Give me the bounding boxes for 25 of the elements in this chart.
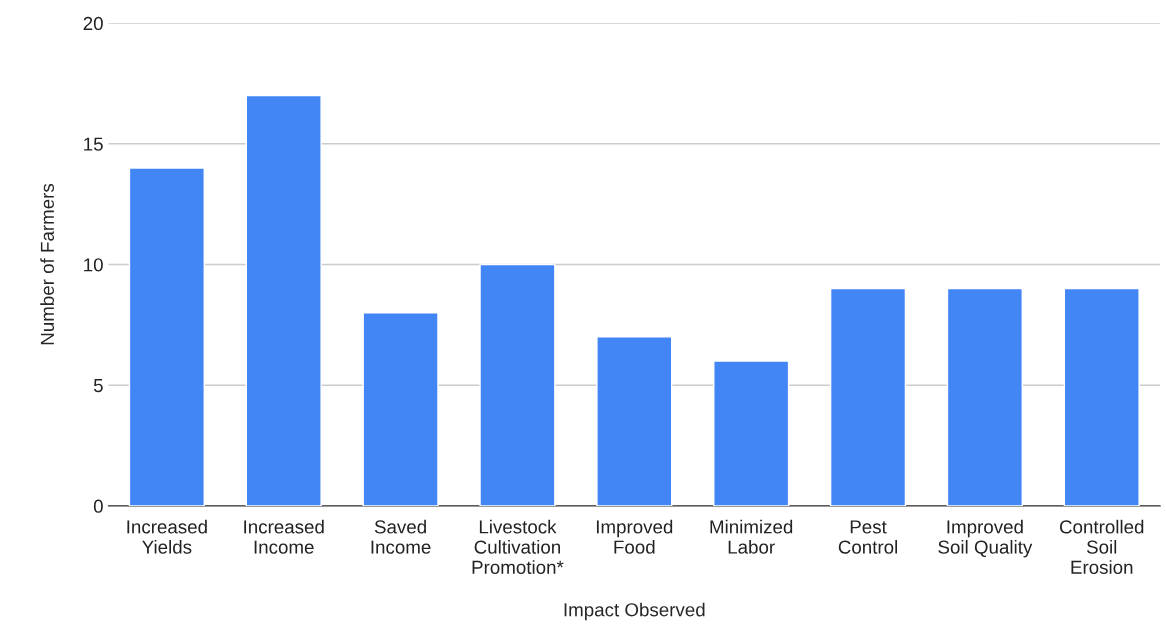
bar <box>362 312 439 506</box>
x-axis-title: Impact Observed <box>564 602 705 621</box>
x-tick-label: Controlled Soil Erosion <box>1059 519 1144 574</box>
x-tick-label: Increased Income <box>244 519 324 554</box>
x-tick-label: Improved Food <box>596 519 673 554</box>
y-tick-label: 0 <box>93 499 103 513</box>
bar <box>479 263 556 506</box>
y-tick-label: 5 <box>93 379 103 393</box>
x-tick-label: Increased Yields <box>127 519 207 554</box>
x-tick-label: Livestock Cultivation Promotion* <box>472 519 564 574</box>
y-tick-label: 15 <box>84 137 103 151</box>
x-tick-label: Pest Control <box>838 520 897 554</box>
x-tick-label: Improved Soil Quality <box>938 519 1033 558</box>
y-tick-label: 20 <box>83 16 103 31</box>
bar <box>829 287 907 506</box>
x-tick-label: Saved Income <box>371 519 431 554</box>
y-tick-label: 10 <box>84 258 103 272</box>
bar <box>713 360 790 506</box>
bar <box>946 287 1023 506</box>
y-axis-title: Number of Farmers <box>40 183 55 345</box>
bar <box>245 94 322 506</box>
bar <box>128 167 205 506</box>
x-tick-label: Minimized Labor <box>710 519 793 554</box>
bar <box>596 336 673 506</box>
bar <box>1063 287 1140 506</box>
